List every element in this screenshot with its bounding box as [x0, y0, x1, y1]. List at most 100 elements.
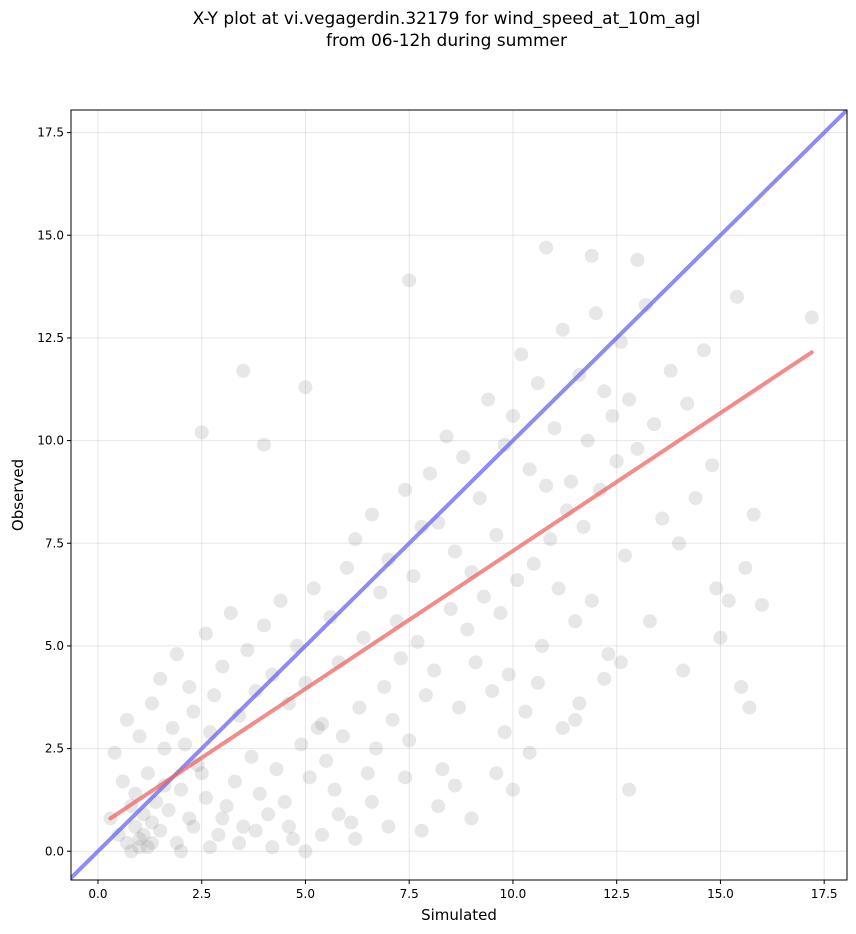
data-point: [244, 749, 259, 764]
data-point: [360, 766, 375, 781]
x-tick-label: 10.0: [500, 887, 527, 901]
x-tick-label: 0.0: [88, 887, 107, 901]
data-point: [530, 675, 545, 690]
data-point: [331, 807, 346, 822]
data-point: [422, 466, 437, 481]
data-point: [120, 712, 135, 727]
data-point: [236, 363, 251, 378]
data-point: [211, 827, 226, 842]
data-point: [497, 437, 512, 452]
data-point: [198, 626, 213, 641]
data-point: [207, 688, 222, 703]
data-point: [439, 429, 454, 444]
data-point: [373, 585, 388, 600]
data-point: [182, 811, 197, 826]
data-point: [713, 630, 728, 645]
data-point: [505, 782, 520, 797]
data-point: [248, 823, 263, 838]
data-point: [219, 799, 234, 814]
data-point: [335, 729, 350, 744]
data-point: [597, 384, 612, 399]
data-point: [120, 836, 135, 851]
data-point: [402, 733, 417, 748]
data-point: [671, 536, 686, 551]
data-point: [381, 552, 396, 567]
data-point: [738, 560, 753, 575]
data-point: [223, 606, 238, 621]
data-point: [505, 408, 520, 423]
data-point: [452, 700, 466, 715]
data-point: [327, 782, 342, 797]
data-point: [501, 667, 516, 682]
y-tick-label: 17.5: [37, 126, 64, 140]
data-point: [144, 836, 159, 851]
data-point: [236, 819, 251, 834]
data-point: [352, 700, 367, 715]
data-point: [522, 462, 537, 477]
data-point: [298, 380, 313, 395]
data-point: [443, 601, 458, 616]
data-point: [144, 696, 159, 711]
data-point: [256, 618, 271, 633]
data-point: [310, 721, 325, 736]
chart-title-line-2: from 06-12h during summer: [326, 31, 567, 51]
data-point: [124, 844, 139, 859]
data-point: [647, 417, 662, 432]
data-point: [522, 745, 537, 760]
data-point: [431, 799, 446, 814]
data-point: [447, 778, 462, 793]
axis-ticks: 0.0 2.5 5.0 7.5 10.0 12.5 15.0 17.5 0.0 2.5 5.0 7.5…: [37, 126, 837, 901]
data-point: [576, 519, 591, 534]
data-point: [580, 433, 595, 448]
one-to-one-line: [71, 110, 847, 880]
data-point: [198, 790, 213, 805]
data-point: [356, 630, 371, 645]
data-point: [132, 729, 147, 744]
data-point: [609, 454, 624, 469]
data-point: [319, 753, 334, 768]
data-point: [182, 679, 197, 694]
data-point: [705, 458, 720, 473]
data-point: [153, 671, 168, 686]
data-point: [460, 622, 475, 637]
x-tick-label: 7.5: [400, 887, 419, 901]
data-point: [132, 840, 147, 855]
data-point: [232, 836, 247, 851]
data-point: [256, 437, 271, 452]
data-point: [227, 774, 242, 789]
data-point: [676, 663, 691, 678]
data-point: [435, 762, 450, 777]
data-point: [721, 593, 736, 608]
data-point: [497, 725, 512, 740]
data-point: [215, 659, 230, 674]
data-point: [240, 643, 255, 658]
data-point: [489, 766, 504, 781]
data-point: [169, 836, 184, 851]
data-point: [265, 840, 280, 855]
data-point: [277, 794, 292, 809]
data-point: [157, 741, 172, 756]
data-point: [248, 684, 263, 699]
data-point: [688, 491, 703, 506]
data-point: [730, 289, 745, 304]
data-point: [584, 248, 599, 263]
y-axis-label: Observed: [9, 459, 27, 531]
data-point: [584, 593, 599, 608]
data-point: [564, 474, 579, 489]
data-point: [597, 671, 612, 686]
data-point: [489, 528, 504, 543]
chart-title-line-1: X-Y plot at vi.vegagerdin.32179 for wind…: [192, 9, 701, 29]
data-point: [530, 376, 545, 391]
data-point: [510, 573, 525, 588]
x-tick-label: 15.0: [707, 887, 734, 901]
data-point: [555, 721, 570, 736]
data-point: [261, 807, 276, 822]
data-point: [742, 700, 757, 715]
data-point: [140, 840, 155, 855]
data-point: [709, 581, 724, 596]
data-point: [617, 548, 632, 563]
data-point: [364, 794, 379, 809]
data-point: [215, 811, 230, 826]
data-point: [481, 392, 496, 407]
